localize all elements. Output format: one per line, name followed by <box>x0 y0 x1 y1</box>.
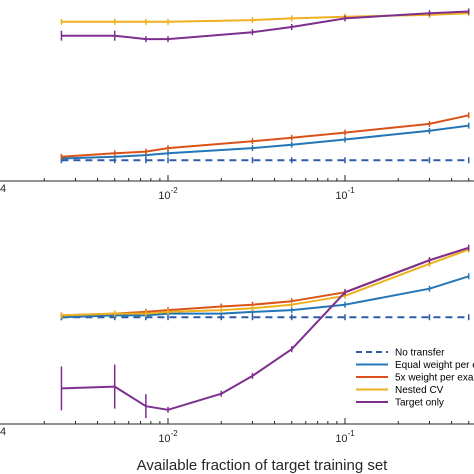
x-axis-label: Available fraction of target training se… <box>137 457 389 474</box>
x-tick-label-partial: 4 <box>0 426 6 438</box>
series-line-3 <box>61 248 470 317</box>
series-line-2 <box>61 246 470 317</box>
legend-label: No transfer <box>395 348 445 359</box>
series-line-1 <box>61 275 470 319</box>
x-tick-label-partial: 4 <box>0 183 6 195</box>
x-tick-label: 10-2 <box>158 186 178 202</box>
legend-label: Nested CV <box>395 385 444 396</box>
x-tick-label: 10-2 <box>158 429 178 445</box>
top-panel: 10-2 10-1 4 <box>0 8 474 202</box>
series-line-2 <box>61 114 469 158</box>
legend-label: Equal weight per example <box>395 360 474 371</box>
x-tick-label: 10-1 <box>335 429 355 445</box>
bottom-panel: 10-2 10-1 4 <box>0 244 474 445</box>
x-tick-label: 10-1 <box>335 186 355 202</box>
series-line-4 <box>61 246 470 411</box>
legend-label: Target only <box>395 398 444 409</box>
legend-label: 5x weight per example <box>395 373 474 384</box>
